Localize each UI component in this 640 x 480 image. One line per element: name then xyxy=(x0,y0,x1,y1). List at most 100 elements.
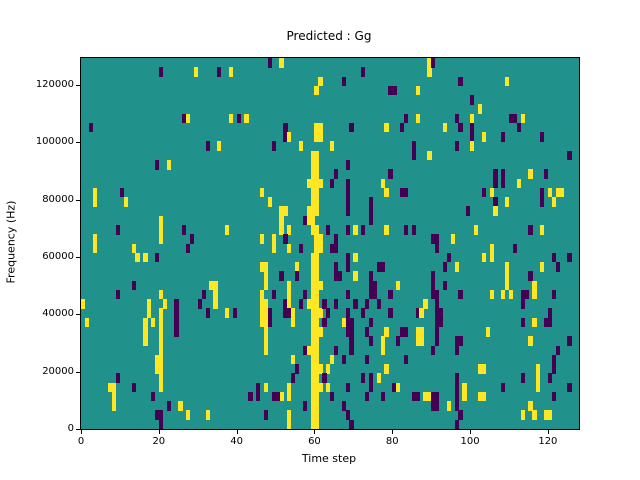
heatmap-cell xyxy=(528,271,533,281)
heatmap-cell xyxy=(244,113,249,124)
heatmap-cell xyxy=(353,224,358,235)
heatmap-cell xyxy=(283,122,288,133)
heatmap-cell xyxy=(341,354,346,365)
heatmap-cell xyxy=(287,419,292,429)
heatmap-cell xyxy=(326,382,331,393)
heatmap-cell xyxy=(388,169,393,179)
heatmap-cell xyxy=(298,243,304,254)
heatmap-cell xyxy=(477,364,483,374)
heatmap-cell xyxy=(454,345,459,356)
plot-area: 0 20 40 60 80 100 120 0 20000 40000 60000 80000 100… xyxy=(36,57,580,447)
heatmap-cell xyxy=(263,271,269,281)
heatmap-cell xyxy=(543,317,549,328)
heatmap-cell xyxy=(470,95,475,105)
heatmap-cell xyxy=(306,178,311,189)
heatmap-cell xyxy=(267,308,273,318)
y-axis-label: Frequency (Hz) xyxy=(4,200,18,284)
heatmap-cell xyxy=(540,187,545,198)
heatmap-cell xyxy=(326,224,331,235)
heatmap-cell xyxy=(318,382,323,393)
heatmap-cell xyxy=(294,271,300,281)
heatmap-cell xyxy=(528,336,533,346)
heatmap-cell xyxy=(415,113,420,124)
heatmap-cell xyxy=(423,391,428,402)
heatmap-cell xyxy=(158,364,164,374)
heatmap-cell xyxy=(415,336,420,346)
x-tick-mark xyxy=(236,430,238,434)
heatmap-cell xyxy=(567,150,572,161)
heatmap-cell xyxy=(310,373,315,383)
y-tick-label: 40000 xyxy=(42,308,74,320)
heatmap-cell xyxy=(403,187,409,198)
heatmap-cell xyxy=(333,169,339,179)
heatmap-cell xyxy=(384,187,389,198)
heatmap-cell xyxy=(532,317,537,328)
heatmap-cell xyxy=(400,187,405,198)
heatmap-cell xyxy=(435,289,440,300)
heatmap-cell xyxy=(116,289,121,300)
heatmap-cell xyxy=(454,382,459,393)
heatmap-cell xyxy=(267,197,273,207)
heatmap-cell xyxy=(224,224,230,235)
heatmap-cell xyxy=(228,67,234,77)
heatmap-cell xyxy=(174,317,179,328)
heatmap-cell xyxy=(275,391,280,402)
heatmap-cell xyxy=(481,187,487,198)
heatmap-cell xyxy=(400,122,405,133)
heatmap-cell xyxy=(505,197,510,207)
heatmap-cell xyxy=(536,373,541,383)
heatmap-cell xyxy=(283,206,288,216)
heatmap-cell xyxy=(365,354,370,365)
heatmap-cell xyxy=(322,317,327,328)
heatmap-cell xyxy=(454,373,459,383)
heatmap-cell xyxy=(287,382,292,393)
heatmap-cell xyxy=(543,169,549,179)
heatmap-cell xyxy=(131,280,136,291)
heatmap-cell xyxy=(396,382,401,393)
heatmap-cell xyxy=(310,299,315,309)
heatmap-cell xyxy=(368,215,374,226)
heatmap-cell xyxy=(294,262,300,272)
heatmap-cell xyxy=(345,262,350,272)
heatmap-cell xyxy=(384,122,389,133)
heatmap-cell xyxy=(528,401,533,411)
heatmap-cell xyxy=(555,187,560,198)
heatmap-cell xyxy=(314,410,319,420)
heatmap-cell xyxy=(263,382,269,393)
y-tick-label: 60000 xyxy=(42,250,74,262)
heatmap-cell xyxy=(333,345,339,356)
heatmap-cell xyxy=(349,345,354,356)
heatmap-cell xyxy=(228,113,234,124)
heatmap-cell xyxy=(446,252,451,263)
heatmap-cell xyxy=(330,391,335,402)
heatmap-cell xyxy=(458,336,463,346)
heatmap-cell xyxy=(298,299,304,309)
heatmap-cell xyxy=(388,308,393,318)
heatmap-cell xyxy=(182,224,187,235)
heatmap-cell xyxy=(520,289,525,300)
heatmap-cell xyxy=(547,373,553,383)
heatmap-cell xyxy=(540,132,545,142)
heatmap-cell xyxy=(271,391,276,402)
heatmap-cell xyxy=(314,289,319,300)
heatmap-cell xyxy=(310,178,315,189)
heatmap-cell xyxy=(147,308,152,318)
heatmap-cell xyxy=(314,373,319,383)
heatmap-cell xyxy=(186,243,191,254)
heatmap-cell xyxy=(403,354,409,365)
heatmap-cell xyxy=(555,345,560,356)
x-tick-label: 20 xyxy=(152,436,166,447)
heatmap-cell xyxy=(435,243,440,254)
heatmap-cell xyxy=(400,326,405,337)
heatmap-cell xyxy=(193,67,199,77)
heatmap-cell xyxy=(427,391,432,402)
heatmap-cell xyxy=(505,76,510,87)
heatmap-cell xyxy=(162,299,167,309)
heatmap-cell xyxy=(458,410,463,420)
heatmap-cell xyxy=(314,160,319,170)
heatmap-cell xyxy=(283,234,288,244)
heatmap-cell xyxy=(485,326,490,337)
heatmap-cell xyxy=(481,391,487,402)
heatmap-cell xyxy=(174,326,179,337)
